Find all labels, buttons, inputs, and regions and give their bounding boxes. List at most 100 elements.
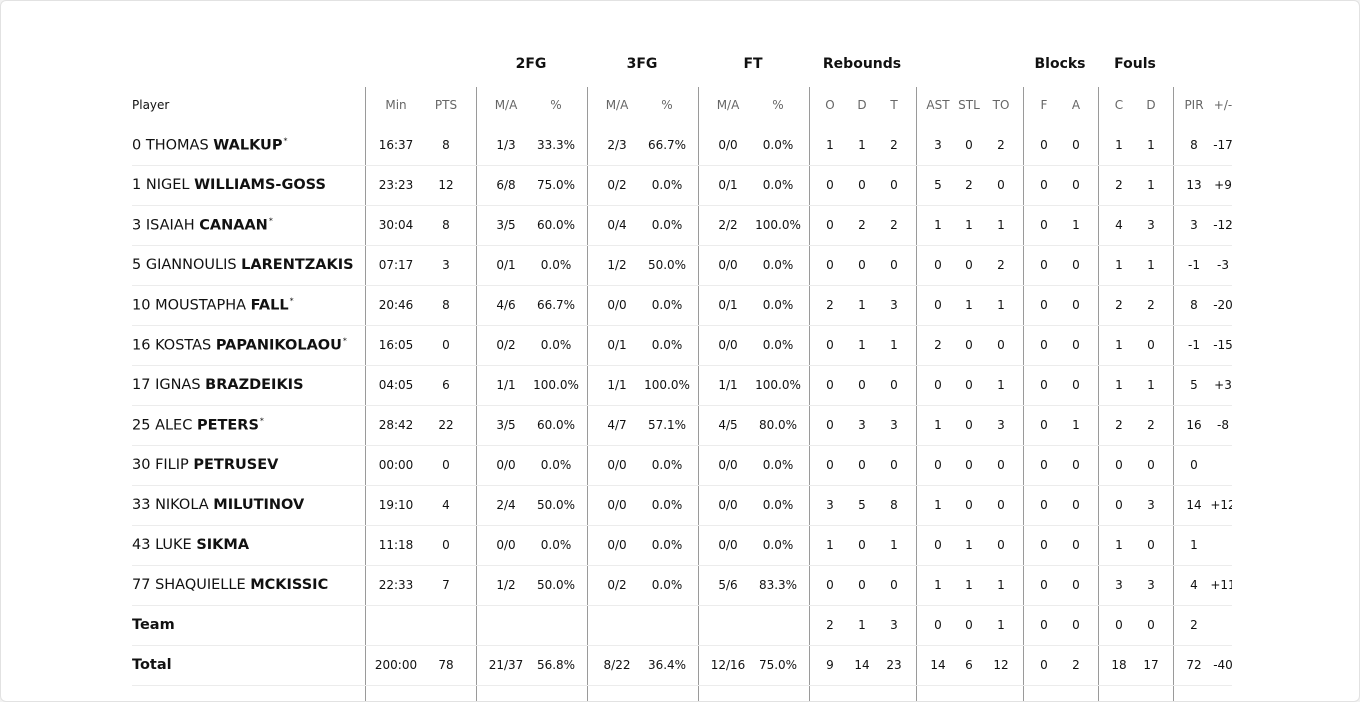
group-header: Fouls <box>1114 56 1156 72</box>
column-separator <box>916 87 917 701</box>
stat-cell: 1 <box>1072 218 1080 232</box>
stat-cell: 1 <box>934 578 942 592</box>
stat-cell: 0 <box>1115 498 1123 512</box>
stat-cell: 0 <box>997 498 1005 512</box>
stat-cell: -12 <box>1213 218 1232 232</box>
stat-cell: 0/0 <box>718 538 738 552</box>
stat-cell: 0 <box>965 258 973 272</box>
stat-cell: 0/0 <box>718 458 738 472</box>
stat-cell: 0 <box>826 578 834 592</box>
stat-cell: 3 <box>934 138 942 152</box>
group-header: Rebounds <box>822 56 902 72</box>
stat-cell: 0.0% <box>762 538 794 552</box>
stat-cell: 0 <box>1040 378 1048 392</box>
stat-cell: 12/16 <box>710 658 746 672</box>
stat-cell: 0 <box>1040 538 1048 552</box>
stat-cell: 0 <box>442 458 450 472</box>
stat-cell: 3 <box>826 498 834 512</box>
stat-cell: 2/2 <box>718 218 738 232</box>
player-last-name: WILLIAMS-GOSS <box>194 177 326 193</box>
stat-cell: 2 <box>1190 618 1198 632</box>
column-header: D <box>857 98 867 112</box>
group-header: 3FG <box>626 56 658 72</box>
stat-cell: 0 <box>1115 618 1123 632</box>
stat-cell: 18 <box>1111 658 1127 672</box>
stat-cell: 6 <box>965 658 973 672</box>
stat-cell: 1 <box>1115 138 1123 152</box>
stat-cell: 1/3 <box>496 138 516 152</box>
stat-cell: 3/5 <box>496 418 516 432</box>
player-first-name: IGNAS <box>155 377 201 393</box>
stat-cell: 0 <box>1147 538 1155 552</box>
stat-cell: 0 <box>1072 178 1080 192</box>
stat-cell: 0.0% <box>651 178 683 192</box>
stat-cell: 1 <box>1147 378 1155 392</box>
stat-cell: -40 <box>1213 658 1232 672</box>
stat-cell: 57.1% <box>647 418 687 432</box>
stat-cell: 3 <box>1147 218 1155 232</box>
player-header: Player <box>132 98 170 112</box>
stat-cell: 0.0% <box>651 218 683 232</box>
stat-cell: 4/6 <box>496 298 516 312</box>
stat-cell: 0/0 <box>607 298 627 312</box>
stat-cell: 0 <box>965 498 973 512</box>
stat-cell: 1 <box>1147 178 1155 192</box>
stat-cell: 2 <box>1115 298 1123 312</box>
stat-cell: 0 <box>1040 138 1048 152</box>
stat-cell: 8/22 <box>603 658 631 672</box>
column-header: A <box>1071 98 1081 112</box>
stat-cell: 0/0 <box>607 538 627 552</box>
stat-cell: 0 <box>1147 618 1155 632</box>
player-name: 17 IGNAS BRAZDEIKIS <box>132 377 304 393</box>
column-separator <box>1173 87 1174 701</box>
stat-cell: 0 <box>965 618 973 632</box>
stat-cell: 0 <box>1072 298 1080 312</box>
stat-cell: 0 <box>1147 338 1155 352</box>
stat-cell: 07:17 <box>378 258 414 272</box>
stat-cell: -15 <box>1213 338 1232 352</box>
stat-cell: 0.0% <box>651 498 683 512</box>
player-name: 16 KOSTAS PAPANIKOLAOU* <box>132 337 347 354</box>
stat-cell: -1 <box>1188 258 1200 272</box>
stat-cell: 23 <box>886 658 902 672</box>
stat-cell: 1/1 <box>607 378 627 392</box>
stat-cell: 0 <box>858 178 866 192</box>
player-number: 10 <box>132 297 151 314</box>
player-last-name: MILUTINOV <box>213 497 305 513</box>
column-header: TO <box>992 98 1010 112</box>
stat-cell: 80.0% <box>758 418 798 432</box>
stat-cell: 1 <box>965 298 973 312</box>
stat-cell: 36.4% <box>647 658 687 672</box>
stat-cell: 0 <box>1040 498 1048 512</box>
stat-cell: 0 <box>826 258 834 272</box>
stat-cell: 0 <box>1040 418 1048 432</box>
column-separator <box>476 87 477 701</box>
stat-cell: 0 <box>1115 458 1123 472</box>
column-separator <box>1098 87 1099 701</box>
row-divider <box>132 165 1232 166</box>
stat-cell: 2/4 <box>496 498 516 512</box>
player-number: 33 <box>132 497 151 513</box>
stat-cell: 0.0% <box>651 578 683 592</box>
stat-cell: 0/1 <box>607 338 627 352</box>
stat-cell: 0 <box>965 338 973 352</box>
player-last-name: LARENTZAKIS <box>241 257 354 273</box>
stat-cell: 8 <box>442 298 450 312</box>
column-header: % <box>772 98 784 112</box>
player-first-name: SHAQUIELLE <box>155 577 246 593</box>
player-first-name: FILIP <box>155 457 189 473</box>
stat-cell: 1 <box>826 538 834 552</box>
stat-cell: 0 <box>934 618 942 632</box>
player-last-name: WALKUP <box>213 137 283 154</box>
stat-cell: 50.0% <box>536 578 576 592</box>
row-divider <box>132 245 1232 246</box>
stat-cell: 1/2 <box>496 578 516 592</box>
column-header: Min <box>385 98 407 112</box>
player-number: 1 <box>132 177 142 193</box>
stat-cell: 0/1 <box>718 178 738 192</box>
stat-cell: 20:46 <box>378 298 414 312</box>
stat-cell: 0.0% <box>762 138 794 152</box>
stat-cell: 0/2 <box>607 578 627 592</box>
stat-cell: 33.3% <box>536 138 576 152</box>
